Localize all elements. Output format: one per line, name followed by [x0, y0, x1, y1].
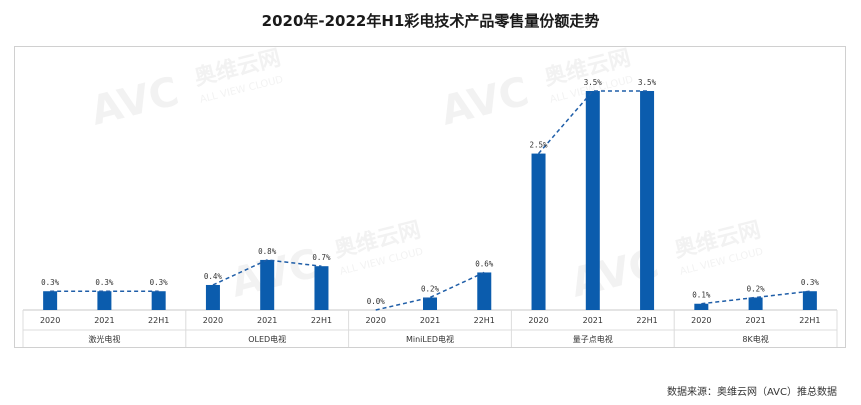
category-tick-label: 22H1 — [148, 316, 169, 325]
category-tick-label: 2020 — [203, 316, 223, 325]
data-label: 0.6% — [475, 259, 494, 268]
group-label: 量子点电视 — [573, 334, 613, 344]
bar — [314, 266, 329, 310]
data-label: 0.4% — [204, 272, 223, 281]
data-label: 3.5% — [584, 78, 603, 87]
bar — [260, 259, 275, 310]
group-label: 8K电视 — [742, 334, 768, 344]
category-tick-label: 22H1 — [311, 316, 332, 325]
bar — [477, 272, 492, 310]
data-label: 0.8% — [258, 247, 277, 256]
category-tick-label: 22H1 — [474, 316, 495, 325]
bar — [802, 291, 817, 310]
group-label: MiniLED电视 — [406, 334, 454, 344]
category-tick-label: 2021 — [94, 316, 114, 325]
bar — [748, 297, 763, 310]
category-tick-label: 2020 — [691, 316, 711, 325]
bar — [585, 91, 600, 310]
watermark-logo: AVC — [86, 69, 183, 135]
source-note: 数据来源：奥维云网（AVC）推总数据 — [666, 387, 837, 398]
bar — [205, 284, 220, 310]
bar — [640, 91, 655, 310]
data-label: 0.7% — [312, 253, 331, 262]
category-tick-label: 2020 — [366, 316, 386, 325]
data-label: 0.3% — [41, 278, 60, 287]
trend-line — [537, 90, 648, 155]
data-label: 2.5% — [530, 141, 549, 150]
trend-line — [701, 290, 810, 305]
category-tick-label: 22H1 — [636, 316, 657, 325]
group-label: 激光电视 — [88, 334, 120, 344]
data-label: 0.3% — [801, 278, 820, 287]
data-label: 0.2% — [421, 284, 440, 293]
category-tick-label: 2021 — [745, 316, 765, 325]
trend-line-layer — [50, 90, 810, 311]
data-label: 0.2% — [747, 284, 766, 293]
data-label: 0.0% — [367, 297, 386, 306]
category-tick-label: 22H1 — [799, 316, 820, 325]
group-label: OLED电视 — [248, 334, 286, 344]
data-label: 3.5% — [638, 78, 657, 87]
bar — [531, 153, 546, 310]
category-tick-label: 2021 — [583, 316, 603, 325]
bar — [694, 303, 709, 310]
bar-layer — [43, 91, 817, 310]
bar — [43, 291, 58, 310]
label-layer: 0.3% 2020 0.3% 2021 0.3% 22H1 激光电视 0.4% 2020 0.8%… — [40, 78, 821, 344]
category-tick-label: 2021 — [257, 316, 277, 325]
trend-line — [212, 259, 322, 286]
data-label: 0.3% — [95, 278, 114, 287]
category-tick-label: 2020 — [528, 316, 548, 325]
category-tick-label: 2021 — [420, 316, 440, 325]
bar — [423, 297, 437, 310]
watermark-logo: AVC — [436, 69, 533, 135]
data-label: 0.1% — [692, 291, 711, 300]
chart-title: 2020年-2022年H1彩电技术产品零售量份额走势 — [261, 12, 600, 30]
category-tick-label: 2020 — [40, 316, 60, 325]
chart-frame: AVC 奥维云网 ALL VIEW CLOUD AVC 奥维云网 ALL VIEW CLO… — [14, 45, 846, 348]
data-label: 0.3% — [150, 278, 169, 287]
bar — [151, 291, 166, 310]
bar — [97, 291, 112, 310]
